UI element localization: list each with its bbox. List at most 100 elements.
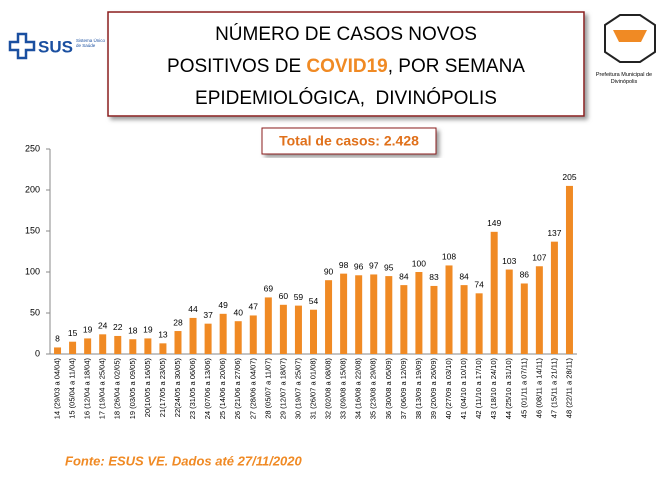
value-label: 28 bbox=[173, 317, 183, 327]
bar bbox=[69, 341, 77, 354]
bar bbox=[550, 241, 558, 354]
y-tick-label: 250 bbox=[25, 143, 40, 153]
x-tick-label: 45 (01/11 a 07/11) bbox=[519, 358, 528, 419]
x-tick-label: 25 (14/06 a 20/06) bbox=[218, 357, 227, 419]
value-label: 47 bbox=[249, 302, 259, 312]
x-tick-label: 46 (08/11 a 14/11) bbox=[534, 358, 543, 419]
bar bbox=[535, 266, 543, 354]
x-tick-label: 24 (07/06 a 13/06) bbox=[203, 357, 212, 419]
y-tick-label: 100 bbox=[25, 266, 40, 276]
bar bbox=[204, 323, 212, 354]
city-emblem-fill bbox=[613, 30, 647, 42]
value-label: 108 bbox=[442, 252, 456, 262]
value-label: 37 bbox=[203, 310, 213, 320]
total-box bbox=[261, 127, 437, 155]
bar bbox=[475, 293, 483, 354]
bar bbox=[129, 339, 137, 354]
bar bbox=[460, 285, 468, 354]
value-label: 15 bbox=[68, 328, 78, 338]
city-text-box: Prefeitura Municipal de Divinópolis bbox=[595, 72, 653, 85]
title-line: POSITIVOS DE COVID19, POR SEMANA bbox=[167, 56, 525, 77]
bar bbox=[490, 231, 498, 354]
x-tick-label: 22(24/05 a 30/05) bbox=[173, 358, 182, 418]
bar bbox=[430, 285, 438, 354]
value-label: 19 bbox=[83, 325, 93, 335]
bar bbox=[445, 265, 453, 354]
x-tick-label: 41 (04/10 a 10/10) bbox=[459, 357, 468, 419]
x-tick-label: 35 (23/08 a 29/08) bbox=[369, 357, 378, 419]
value-label: 69 bbox=[264, 284, 274, 294]
value-label: 59 bbox=[294, 292, 304, 302]
bar bbox=[325, 280, 333, 354]
title-part: , POR SEMANA bbox=[388, 56, 526, 77]
bar bbox=[294, 305, 302, 354]
title-part: POSITIVOS DE bbox=[167, 56, 306, 77]
x-tick-label: 23 (31/05 a 06/06) bbox=[188, 357, 197, 419]
city-text: Prefeitura Municipal de Divinópolis bbox=[595, 72, 653, 85]
x-tick-label: 26 (21/06 a 27/06) bbox=[233, 357, 242, 419]
bar bbox=[249, 315, 257, 354]
value-label: 107 bbox=[532, 253, 546, 263]
x-tick-label: 18 (26/04 a 02/05) bbox=[113, 357, 122, 419]
value-label: 95 bbox=[384, 262, 394, 272]
value-label: 40 bbox=[233, 307, 243, 317]
value-label: 13 bbox=[158, 330, 168, 340]
x-tick-label: 20(10/05 a 16/05) bbox=[143, 358, 152, 418]
value-label: 86 bbox=[520, 270, 530, 280]
x-tick-label: 43 (18/10 a 24/10) bbox=[489, 357, 498, 419]
value-label: 44 bbox=[188, 304, 198, 314]
value-label: 97 bbox=[369, 261, 379, 271]
title-line: EPIDEMIOLÓGICA, DIVINÓPOLIS bbox=[195, 87, 497, 109]
value-label: 74 bbox=[474, 280, 484, 290]
x-tick-label: 14 (29/03 a 04/04) bbox=[53, 357, 62, 419]
sus-text: SUS bbox=[38, 37, 73, 56]
value-label: 149 bbox=[487, 218, 501, 228]
bar bbox=[355, 275, 363, 354]
value-label: 90 bbox=[324, 266, 334, 276]
bar bbox=[505, 269, 513, 354]
title-highlight: COVID19 bbox=[306, 56, 387, 77]
x-tick-label: 44 (25/10 a 31/10) bbox=[504, 357, 513, 419]
bar bbox=[400, 285, 408, 354]
bar bbox=[189, 317, 197, 354]
x-tick-label: 36 (30/08 a 05/09) bbox=[384, 357, 393, 419]
value-label: 54 bbox=[309, 296, 319, 306]
total-annotation: Total de casos: 2.428 bbox=[279, 133, 419, 149]
bar bbox=[54, 347, 62, 354]
value-label: 22 bbox=[113, 322, 123, 332]
sus-sub-box: Sistema Único de Saúde bbox=[76, 38, 105, 48]
bar bbox=[264, 297, 272, 354]
sus-logo: SUS Sistema Único de Saúde bbox=[8, 32, 105, 60]
value-label: 100 bbox=[412, 258, 426, 268]
x-tick-label: 27 (28/06 a 04/07) bbox=[248, 357, 257, 419]
bar bbox=[415, 272, 423, 354]
bar bbox=[565, 185, 573, 354]
bar bbox=[310, 309, 317, 354]
x-tick-label: 47 (15/11 a 21/11) bbox=[549, 358, 558, 419]
value-label: 60 bbox=[279, 291, 289, 301]
x-tick-label: 29 (12/07 a 18/07) bbox=[278, 357, 287, 419]
title-line: NÚMERO DE CASOS NOVOS bbox=[215, 23, 477, 45]
x-tick-label: 48 (22/11 a 28/11) bbox=[564, 358, 573, 419]
x-tick-label: 31 (26/07 a 01/08) bbox=[308, 357, 317, 419]
x-tick-label: 38 (13/09 a 19/09) bbox=[414, 357, 423, 419]
x-tick-label: 39 (20/09 a 26/09) bbox=[429, 357, 438, 419]
y-tick-label: 50 bbox=[30, 307, 40, 317]
x-tick-label: 42 (11/10 a 17/10) bbox=[474, 358, 483, 419]
bar bbox=[219, 313, 227, 354]
bar bbox=[370, 274, 378, 354]
value-label: 19 bbox=[143, 325, 153, 335]
bar bbox=[144, 338, 152, 354]
x-tick-label: 28 (05/07 a 11/07) bbox=[263, 358, 272, 419]
x-tick-label: 17 (19/04 a 25/04) bbox=[98, 357, 107, 419]
value-label: 18 bbox=[128, 325, 138, 335]
source-note: Fonte: ESUS VE. Dados até 27/11/2020 bbox=[65, 453, 303, 468]
title-box bbox=[107, 11, 585, 117]
bar bbox=[174, 331, 182, 354]
y-tick-label: 200 bbox=[25, 184, 40, 194]
value-label: 137 bbox=[547, 228, 561, 238]
city-logo: Prefeitura Municipal de Divinópolis bbox=[595, 14, 656, 85]
value-label: 96 bbox=[354, 262, 364, 272]
value-label: 205 bbox=[562, 172, 576, 182]
bar bbox=[279, 304, 287, 354]
